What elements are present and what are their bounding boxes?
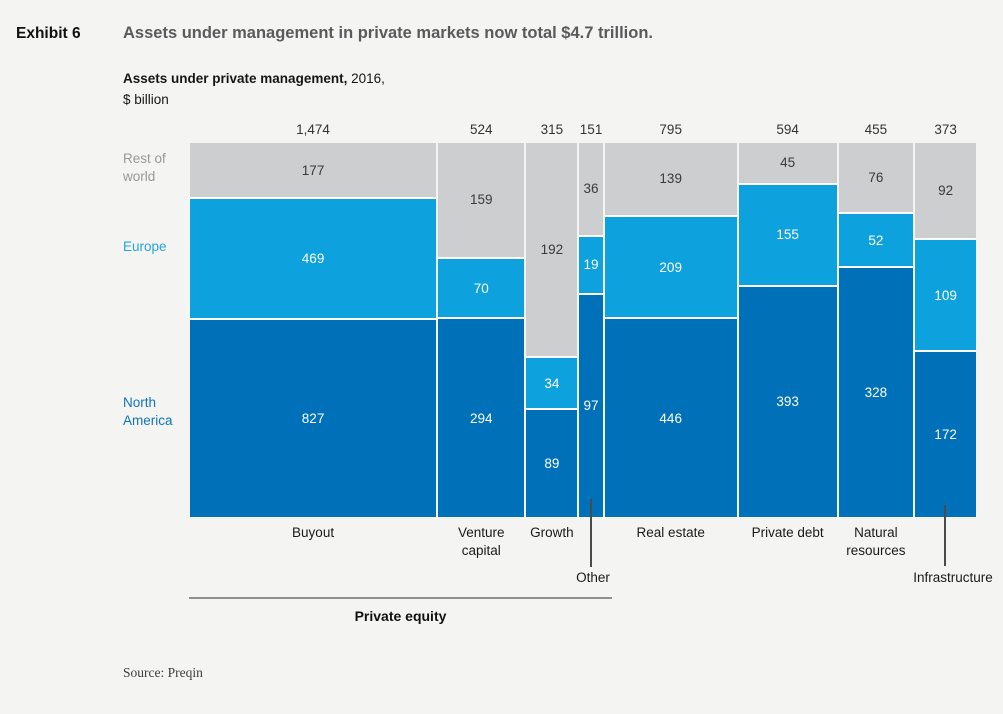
segment-private-debt-rest-of-world: 45 [738,143,837,183]
mekko-column-other: 36 19 97 [579,143,603,517]
segment-buyout-rest-of-world: 177 [190,143,437,198]
segment-real-estate-europe: 209 [604,214,737,318]
segment-value-label: 446 [659,410,682,426]
segment-value-label: 34 [544,375,560,391]
segment-value-label: 328 [864,385,888,401]
category-label-private-debt: Private debt [751,525,824,540]
segment-value-label: 97 [583,398,599,414]
mekko-column-venture-capital: 159 70 294 [438,143,525,518]
segment-private-debt-north-america: 393 [738,284,837,517]
segment-value-label: 155 [776,227,799,243]
mekko-column-buyout: 177 469 827 [190,143,437,517]
source-note: Source: Preqin [123,665,203,680]
segment-growth-north-america: 89 [526,408,578,517]
segment-value-label: 109 [934,287,957,303]
segment-value-label: 36 [583,181,599,197]
segment-private-debt-europe: 155 [738,182,837,285]
segment-buyout-north-america: 827 [190,317,437,517]
category-label-infrastructure: Infrastructure [913,570,993,585]
infrastructure-leader-line [944,505,946,566]
segment-value-label: 192 [540,242,564,258]
segment-value-label: 393 [776,394,799,410]
segment-value-label: 139 [659,171,682,187]
segment-venture-capital-rest-of-world: 159 [438,143,525,257]
mekko-column-private-debt: 45 155 393 [738,143,837,517]
segment-natural-resources-north-america: 328 [838,266,914,517]
subtitle-unit: $ billion [123,92,169,107]
segment-value-label: 159 [469,192,493,208]
segment-value-label: 827 [301,410,325,426]
segment-venture-capital-north-america: 294 [438,317,525,518]
segment-value-label: 52 [868,232,884,248]
chart-subtitle: Assets under private management, 2016, $… [123,68,385,110]
segment-value-label: 177 [301,162,325,178]
category-label-venture-capital: Venture capital [457,525,505,558]
segment-other-europe: 19 [579,234,603,293]
column-total-real-estate: 795 [659,122,682,137]
subtitle-year: 2016, [351,71,385,86]
segment-value-label: 76 [868,170,884,186]
segment-other-rest-of-world: 36 [579,143,603,235]
mekko-column-natural-resources: 76 52 328 [838,143,914,517]
subtitle-line1: Assets under private management, 2016, [123,68,385,89]
mekko-column-real-estate: 139 209 446 [604,143,737,517]
column-total-venture-capital: 524 [469,122,493,137]
category-label-natural-resources: Natural resources [846,525,906,558]
category-label-other: Other [576,570,610,585]
segment-infrastructure-rest-of-world: 92 [915,143,976,239]
segment-buyout-europe: 469 [190,197,437,318]
category-row: Buyout Venture capital Growth Real estate Pr… [189,524,977,564]
mekko-column-infrastructure: 92 109 172 [915,143,976,517]
mekko-chart: 177 469 827 159 70 294 192 34 89 36 19 97 139 209 446 4… [189,143,977,518]
segment-other-north-america: 97 [579,292,603,517]
segment-value-label: 469 [301,250,325,266]
legend-north-america: North America [123,394,173,428]
column-total-private-debt: 594 [776,122,799,137]
category-label-real-estate: Real estate [636,525,705,540]
segment-value-label: 172 [934,427,957,443]
totals-row: 1,474 524 315 151 795 594 455 373 [189,122,977,139]
segment-value-label: 45 [780,155,796,171]
segment-infrastructure-north-america: 172 [915,350,976,517]
column-total-infrastructure: 373 [934,122,957,137]
segment-value-label: 294 [469,410,493,426]
exhibit-number: Exhibit 6 [16,25,81,42]
column-total-growth: 315 [540,122,564,137]
subtitle-bold: Assets under private management, [123,71,348,86]
segment-real-estate-north-america: 446 [604,317,737,517]
mekko-column-growth: 192 34 89 [526,143,578,517]
segment-natural-resources-europe: 52 [838,212,914,267]
segment-real-estate-rest-of-world: 139 [604,143,737,215]
segment-growth-europe: 34 [526,356,578,409]
segment-value-label: 92 [938,183,954,199]
column-total-buyout: 1,474 [296,122,330,137]
segment-natural-resources-rest-of-world: 76 [838,143,914,213]
row-legend: Rest of world Europe North America [123,143,185,517]
segment-value-label: 209 [659,259,682,275]
segment-value-label: 70 [473,280,489,296]
segment-venture-capital-europe: 70 [438,256,525,318]
page-title: Assets under management in private marke… [123,24,653,42]
category-label-growth: Growth [530,525,574,540]
legend-rest-of-world: Rest of world [123,151,166,185]
private-equity-bracket-line [189,597,612,599]
column-total-natural-resources: 455 [864,122,888,137]
column-total-other: 151 [579,122,603,137]
private-equity-bracket-label: Private equity [354,608,447,624]
segment-value-label: 19 [583,257,599,273]
legend-europe: Europe [123,239,167,255]
category-label-buyout: Buyout [292,525,335,540]
other-leader-line [590,499,592,567]
segment-value-label: 89 [544,456,560,472]
segment-infrastructure-europe: 109 [915,238,976,351]
segment-growth-rest-of-world: 192 [526,143,578,357]
